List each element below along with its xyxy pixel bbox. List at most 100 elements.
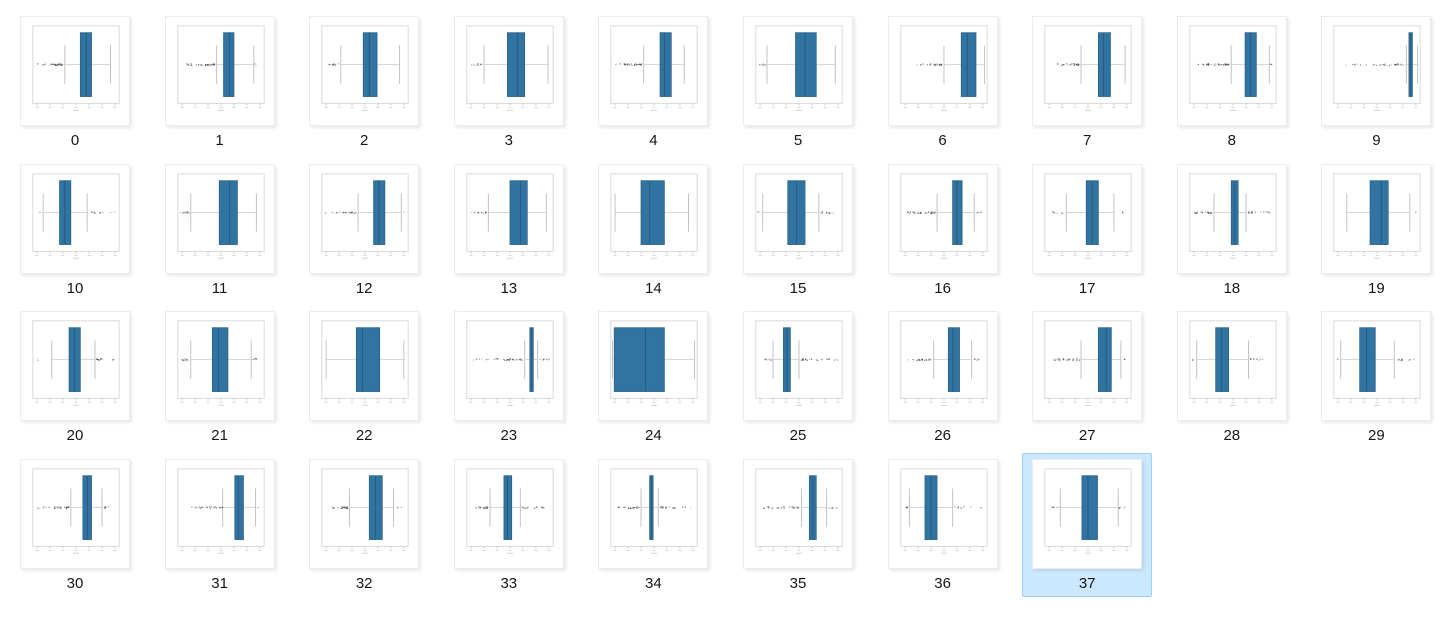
thumbnail-card[interactable] (164, 311, 275, 422)
thumbnail-card[interactable] (743, 458, 853, 569)
thumbnail-label: 26 (934, 427, 951, 445)
thumbnail-item-31[interactable]: 31 (155, 453, 285, 597)
thumbnail-label: 13 (500, 279, 518, 297)
thumbnail-card[interactable] (1321, 16, 1432, 126)
thumbnail-item-5[interactable]: 5 (733, 10, 863, 154)
thumbnail-item-1[interactable]: 1 (155, 10, 285, 154)
thumbnail-card[interactable] (453, 311, 564, 422)
thumbnail-item-36[interactable]: 36 (878, 453, 1008, 597)
thumbnail-card[interactable] (743, 311, 853, 422)
thumbnail-label: 30 (66, 574, 84, 592)
thumbnail-item-30[interactable]: 30 (10, 453, 140, 597)
thumbnail-item-33[interactable]: 33 (444, 453, 574, 597)
thumbnail-item-11[interactable]: 11 (155, 158, 285, 302)
thumbnail-item-6[interactable]: 6 (878, 10, 1008, 154)
thumbnail-card[interactable] (453, 16, 564, 126)
thumbnail-card[interactable] (887, 311, 998, 422)
thumbnail-label: 29 (1368, 427, 1385, 445)
boxplot-thumbnail (176, 25, 265, 111)
thumbnail-card[interactable] (309, 16, 420, 126)
thumbnail-card[interactable] (164, 458, 275, 569)
thumbnail-label: 9 (1372, 132, 1381, 149)
thumbnail-card[interactable] (887, 16, 998, 126)
boxplot-thumbnail (1333, 172, 1422, 259)
thumbnail-label: 24 (645, 427, 662, 445)
thumbnail-item-8[interactable]: 8 (1167, 10, 1297, 154)
thumbnail-card[interactable] (20, 16, 130, 126)
thumbnail-item-20[interactable]: 20 (10, 305, 140, 449)
thumbnail-card[interactable] (743, 16, 853, 126)
boxplot-thumbnail (466, 468, 554, 554)
thumbnail-card[interactable] (309, 458, 420, 569)
thumbnail-card[interactable] (164, 16, 275, 126)
thumbnail-item-34[interactable]: 34 (588, 453, 718, 597)
thumbnail-item-16[interactable]: 16 (878, 158, 1008, 302)
thumbnail-label: 7 (1083, 132, 1092, 149)
thumbnail-item-29[interactable]: 29 (1311, 305, 1441, 449)
thumbnail-card[interactable] (309, 311, 420, 422)
boxplot-thumbnail (899, 25, 988, 111)
thumbnail-label: 32 (355, 574, 373, 592)
thumbnail-item-28[interactable]: 28 (1167, 305, 1297, 449)
thumbnail-card[interactable] (598, 16, 709, 126)
boxplot-thumbnail (1333, 320, 1422, 407)
thumbnail-card[interactable] (20, 458, 130, 569)
thumbnail-item-2[interactable]: 2 (299, 10, 429, 154)
thumbnail-label: 22 (355, 427, 373, 445)
thumbnail-item-23[interactable]: 23 (444, 305, 574, 449)
thumbnail-card[interactable] (598, 163, 709, 274)
thumbnail-card[interactable] (598, 458, 709, 569)
thumbnail-item-12[interactable]: 12 (299, 158, 429, 302)
thumbnail-card[interactable] (1176, 163, 1287, 274)
thumbnail-card[interactable] (1032, 16, 1143, 126)
thumbnail-label: 17 (1078, 279, 1096, 297)
thumbnail-card[interactable] (309, 163, 420, 274)
boxplot-thumbnail (1044, 172, 1132, 259)
thumbnail-item-21[interactable]: 21 (155, 305, 285, 449)
boxplot-thumbnail (755, 172, 843, 259)
thumbnail-item-19[interactable]: 19 (1311, 158, 1441, 302)
thumbnail-card[interactable] (20, 163, 130, 274)
thumbnail-item-32[interactable]: 32 (299, 453, 429, 597)
thumbnail-card[interactable] (1032, 458, 1143, 569)
thumbnail-item-14[interactable]: 14 (588, 158, 718, 302)
thumbnail-card[interactable] (887, 458, 998, 569)
thumbnail-item-25[interactable]: 25 (733, 305, 863, 449)
boxplot-thumbnail (321, 468, 409, 554)
thumbnail-item-3[interactable]: 3 (444, 10, 574, 154)
boxplot-thumbnail (32, 172, 120, 259)
thumbnail-item-27[interactable]: 27 (1022, 305, 1152, 449)
thumbnail-card[interactable] (598, 311, 709, 422)
thumbnail-card[interactable] (1321, 311, 1432, 422)
thumbnail-item-0[interactable]: 0 (10, 10, 140, 154)
thumbnail-item-13[interactable]: 13 (444, 158, 574, 302)
thumbnail-label: 34 (645, 574, 662, 592)
thumbnail-card[interactable] (1032, 311, 1143, 422)
thumbnail-card[interactable] (887, 163, 998, 274)
thumbnail-item-10[interactable]: 10 (10, 158, 140, 302)
thumbnail-card[interactable] (1176, 16, 1287, 126)
thumbnail-card[interactable] (1321, 163, 1432, 274)
thumbnail-item-35[interactable]: 35 (733, 453, 863, 597)
thumbnail-item-22[interactable]: 22 (299, 305, 429, 449)
thumbnail-item-26[interactable]: 26 (878, 305, 1008, 449)
thumbnail-card[interactable] (453, 163, 564, 274)
thumbnail-card[interactable] (164, 163, 275, 274)
thumbnail-card[interactable] (743, 163, 853, 274)
thumbnail-item-24[interactable]: 24 (588, 305, 718, 449)
thumbnail-item-9[interactable]: 9 (1311, 10, 1441, 154)
thumbnail-item-7[interactable]: 7 (1022, 10, 1152, 154)
thumbnail-item-17[interactable]: 17 (1022, 158, 1152, 302)
thumbnail-item-37[interactable]: 37 (1022, 452, 1153, 597)
thumbnail-card[interactable] (453, 458, 564, 569)
boxplot-thumbnail (321, 172, 409, 259)
thumbnail-card[interactable] (1176, 311, 1287, 422)
thumbnail-card[interactable] (1032, 163, 1143, 274)
thumbnail-item-18[interactable]: 18 (1167, 158, 1297, 302)
thumbnail-item-4[interactable]: 4 (588, 10, 718, 154)
thumbnail-label: 21 (211, 427, 228, 445)
thumbnail-item-15[interactable]: 15 (733, 158, 863, 302)
boxplot-thumbnail (321, 25, 409, 111)
thumbnail-card[interactable] (20, 311, 130, 422)
